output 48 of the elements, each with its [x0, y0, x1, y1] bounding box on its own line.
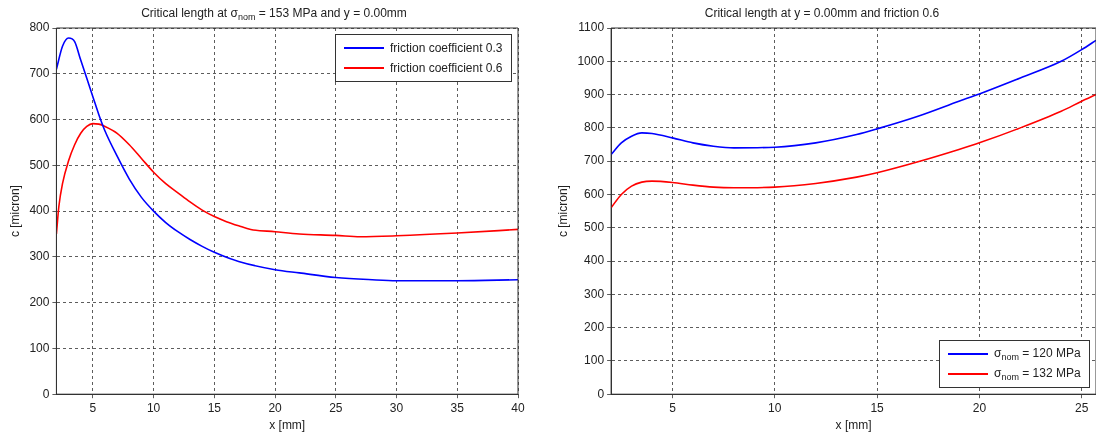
y-tick-label: 800: [584, 120, 605, 135]
y-tick-label: 200: [584, 319, 605, 334]
x-tick-label: 25: [329, 400, 343, 415]
y-tick-label: 400: [29, 203, 50, 218]
legend-label: σ$_{nom}$ = 132 MPa: [994, 365, 1081, 383]
x-tick-label: 35: [450, 400, 465, 415]
y-axis-title: c [micron]: [7, 185, 22, 238]
y-tick-label: 100: [584, 353, 605, 368]
x-tick-label: 5: [669, 400, 677, 415]
x-tick-label: 10: [146, 400, 161, 415]
y-tick-label: 800: [29, 20, 50, 35]
y-tick-label: 400: [584, 253, 605, 268]
x-tick-label: 5: [89, 400, 97, 415]
y-tick-label: 1100: [578, 20, 605, 35]
y-tick-label: 300: [29, 249, 50, 264]
x-tick-label: 20: [972, 400, 987, 415]
y-tick-label: 700: [29, 66, 50, 81]
legend-label: σ$_{nom}$ = 120 MPa: [994, 345, 1081, 363]
line-series: [611, 93, 1096, 209]
x-tick-label: 10: [768, 400, 782, 415]
x-tick-label: 15: [207, 400, 222, 415]
y-tick-label: 700: [584, 153, 605, 168]
x-tick-label: 15: [870, 400, 885, 415]
line-series: [56, 122, 518, 238]
y-tick-label: 0: [597, 386, 605, 401]
x-tick-label: 20: [268, 400, 283, 415]
y-tick-label: 1000: [577, 53, 605, 68]
y-tick-label: 100: [29, 340, 50, 355]
legend-label: friction coefficient 0.3: [390, 41, 503, 55]
y-tick-label: 600: [584, 186, 605, 201]
x-axis-title: x [mm]: [269, 418, 306, 433]
x-tick-label: 40: [511, 400, 525, 415]
y-axis-title: c [micron]: [555, 185, 570, 238]
line-series: [611, 39, 1096, 156]
y-tick-label: 300: [584, 286, 605, 301]
y-tick-label: 600: [29, 111, 50, 126]
x-axis-title: x [mm]: [835, 418, 872, 433]
chart-title: Critical length at σ$_{nom}$ = 153 MPa and y = 0.00mm: [141, 6, 407, 23]
chart-title: Critical length at y = 0.00mm and friction 0.6: [703, 6, 941, 20]
x-tick-label: 30: [389, 400, 404, 415]
x-tick-label: 25: [1075, 400, 1089, 415]
y-tick-label: 0: [42, 386, 50, 401]
y-tick-label: 500: [584, 220, 605, 235]
y-tick-label: 500: [29, 157, 50, 172]
y-tick-label: 200: [29, 294, 50, 309]
line-series: [56, 37, 518, 282]
y-tick-label: 900: [584, 86, 605, 101]
legend-label: friction coefficient 0.6: [390, 61, 503, 75]
